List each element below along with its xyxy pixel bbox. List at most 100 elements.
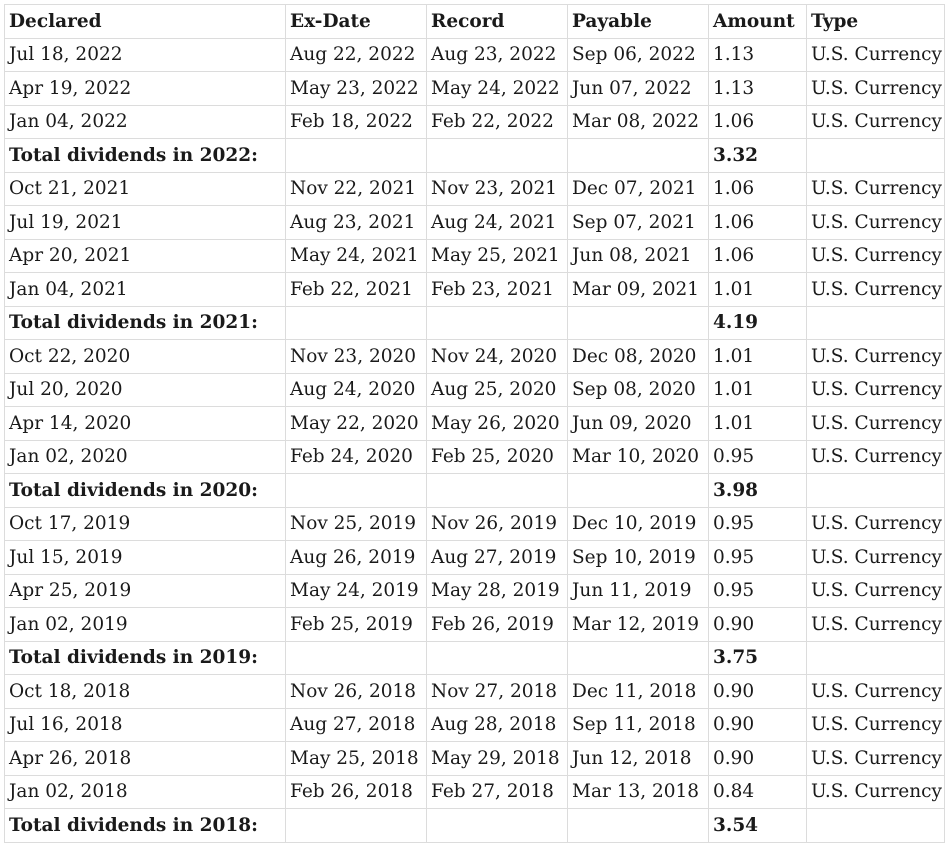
amount-cell: 0.84: [708, 774, 807, 809]
declared-cell: Jul 20, 2020: [4, 372, 286, 407]
ex-date-cell: Feb 22, 2021: [285, 272, 427, 307]
type-cell: U.S. Currency: [806, 104, 945, 139]
empty-cell: [567, 473, 709, 508]
table-row: Apr 20, 2021 May 24, 2021 May 25, 2021 Jun …: [4, 238, 945, 273]
table-row: Apr 19, 2022 May 23, 2022 May 24, 2022 Jun …: [4, 71, 945, 106]
payable-cell: Mar 08, 2022: [567, 104, 709, 139]
empty-cell: [426, 473, 568, 508]
declared-cell: Oct 17, 2019: [4, 506, 286, 541]
amount-cell: 0.95: [708, 540, 807, 575]
amount-cell: 0.90: [708, 741, 807, 776]
ex-date-cell: Aug 24, 2020: [285, 372, 427, 407]
declared-cell: Jul 16, 2018: [4, 707, 286, 742]
declared-cell: Apr 26, 2018: [4, 741, 286, 776]
ex-date-cell: Feb 25, 2019: [285, 607, 427, 642]
ex-date-cell: May 23, 2022: [285, 71, 427, 106]
amount-cell: 1.13: [708, 37, 807, 72]
empty-cell: [567, 640, 709, 675]
empty-cell: [567, 808, 709, 843]
header-ex-date: Ex-Date: [285, 4, 427, 39]
payable-cell: Mar 09, 2021: [567, 272, 709, 307]
payable-cell: Mar 10, 2020: [567, 439, 709, 474]
total-row: Total dividends in 2021: 4.19: [4, 305, 945, 340]
total-row: Total dividends in 2018: 3.54: [4, 808, 945, 843]
record-cell: May 25, 2021: [426, 238, 568, 273]
ex-date-cell: May 22, 2020: [285, 406, 427, 441]
type-cell: U.S. Currency: [806, 71, 945, 106]
declared-cell: Jan 04, 2022: [4, 104, 286, 139]
empty-cell: [285, 138, 427, 173]
record-cell: Aug 27, 2019: [426, 540, 568, 575]
type-cell: U.S. Currency: [806, 674, 945, 709]
declared-cell: Oct 21, 2021: [4, 171, 286, 206]
ex-date-cell: Aug 23, 2021: [285, 205, 427, 240]
declared-cell: Oct 18, 2018: [4, 674, 286, 709]
type-cell: U.S. Currency: [806, 573, 945, 608]
declared-cell: Apr 25, 2019: [4, 573, 286, 608]
record-cell: Nov 27, 2018: [426, 674, 568, 709]
ex-date-cell: Nov 25, 2019: [285, 506, 427, 541]
total-amount: 3.54: [708, 808, 807, 843]
empty-cell: [806, 640, 945, 675]
ex-date-cell: Feb 24, 2020: [285, 439, 427, 474]
type-cell: U.S. Currency: [806, 707, 945, 742]
declared-cell: Jul 18, 2022: [4, 37, 286, 72]
table-row: Jul 20, 2020 Aug 24, 2020 Aug 25, 2020 Sep …: [4, 372, 945, 407]
record-cell: May 29, 2018: [426, 741, 568, 776]
ex-date-cell: Nov 23, 2020: [285, 339, 427, 374]
type-cell: U.S. Currency: [806, 272, 945, 307]
empty-cell: [426, 808, 568, 843]
table-row: Jul 16, 2018 Aug 27, 2018 Aug 28, 2018 Sep …: [4, 707, 945, 742]
dividend-history-table: Declared Ex-Date Record Payable Amount T…: [4, 4, 945, 843]
payable-cell: Sep 11, 2018: [567, 707, 709, 742]
ex-date-cell: Feb 18, 2022: [285, 104, 427, 139]
payable-cell: Mar 12, 2019: [567, 607, 709, 642]
empty-cell: [285, 305, 427, 340]
header-row: Declared Ex-Date Record Payable Amount T…: [4, 4, 945, 39]
ex-date-cell: Aug 26, 2019: [285, 540, 427, 575]
declared-cell: Jul 19, 2021: [4, 205, 286, 240]
table-row: Jan 02, 2018 Feb 26, 2018 Feb 27, 2018 Mar …: [4, 774, 945, 809]
amount-cell: 0.90: [708, 707, 807, 742]
ex-date-cell: Nov 26, 2018: [285, 674, 427, 709]
total-amount: 3.75: [708, 640, 807, 675]
payable-cell: Jun 08, 2021: [567, 238, 709, 273]
table-row: Jul 15, 2019 Aug 26, 2019 Aug 27, 2019 Sep …: [4, 540, 945, 575]
amount-cell: 1.01: [708, 339, 807, 374]
type-cell: U.S. Currency: [806, 171, 945, 206]
total-row: Total dividends in 2019: 3.75: [4, 640, 945, 675]
amount-cell: 1.06: [708, 205, 807, 240]
declared-cell: Oct 22, 2020: [4, 339, 286, 374]
record-cell: Feb 25, 2020: [426, 439, 568, 474]
total-row: Total dividends in 2022: 3.32: [4, 138, 945, 173]
total-label: Total dividends in 2021:: [4, 305, 286, 340]
amount-cell: 1.06: [708, 104, 807, 139]
record-cell: Feb 26, 2019: [426, 607, 568, 642]
ex-date-cell: May 24, 2019: [285, 573, 427, 608]
table-row: Apr 14, 2020 May 22, 2020 May 26, 2020 Jun …: [4, 406, 945, 441]
table-row: Oct 17, 2019 Nov 25, 2019 Nov 26, 2019 Dec …: [4, 506, 945, 541]
amount-cell: 1.01: [708, 372, 807, 407]
empty-cell: [806, 305, 945, 340]
table-row: Oct 18, 2018 Nov 26, 2018 Nov 27, 2018 Dec …: [4, 674, 945, 709]
header-type: Type: [806, 4, 945, 39]
table-row: Jul 19, 2021 Aug 23, 2021 Aug 24, 2021 Sep …: [4, 205, 945, 240]
total-label: Total dividends in 2018:: [4, 808, 286, 843]
record-cell: Aug 24, 2021: [426, 205, 568, 240]
amount-cell: 0.90: [708, 607, 807, 642]
declared-cell: Jan 02, 2020: [4, 439, 286, 474]
payable-cell: Dec 10, 2019: [567, 506, 709, 541]
empty-cell: [426, 305, 568, 340]
payable-cell: Dec 11, 2018: [567, 674, 709, 709]
table-body: Jul 18, 2022 Aug 22, 2022 Aug 23, 2022 Sep …: [4, 37, 945, 843]
amount-cell: 1.13: [708, 71, 807, 106]
declared-cell: Jul 15, 2019: [4, 540, 286, 575]
total-amount: 3.98: [708, 473, 807, 508]
type-cell: U.S. Currency: [806, 205, 945, 240]
record-cell: May 28, 2019: [426, 573, 568, 608]
total-label: Total dividends in 2020:: [4, 473, 286, 508]
payable-cell: Sep 06, 2022: [567, 37, 709, 72]
record-cell: Feb 22, 2022: [426, 104, 568, 139]
amount-cell: 0.95: [708, 439, 807, 474]
payable-cell: Sep 07, 2021: [567, 205, 709, 240]
